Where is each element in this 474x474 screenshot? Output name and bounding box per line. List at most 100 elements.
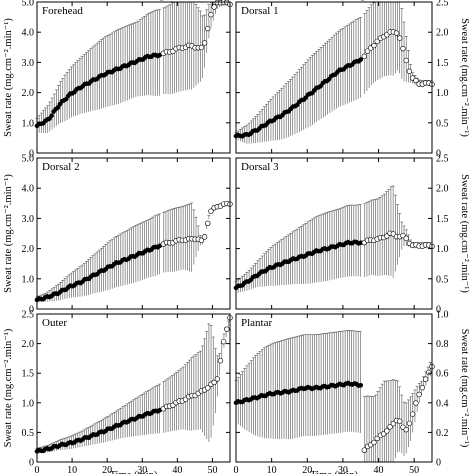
- x-tick-label: 10: [267, 465, 277, 474]
- y-tick-label: 2.0: [436, 184, 449, 195]
- open-data-point: [390, 420, 397, 427]
- panel-title: Outer: [42, 317, 67, 329]
- y-tick-label: 2.0: [22, 244, 35, 255]
- filled-data-point: [358, 382, 364, 388]
- open-data-point: [403, 426, 409, 433]
- open-data-point: [224, 326, 230, 332]
- panel-frame: [235, 157, 433, 310]
- open-data-point: [198, 237, 205, 244]
- panel-title: Dorsal 3: [241, 161, 279, 173]
- filled-points: [34, 243, 163, 303]
- open-data-point: [409, 411, 416, 417]
- panel-plantar: 00.20.40.60.81.00 10 20 30 40 50PlantarSweat …: [233, 0, 470, 474]
- open-data-point: [374, 435, 380, 442]
- y-tick-label: 0: [436, 458, 441, 469]
- y-tick-label: 1.0: [436, 88, 449, 99]
- x-tick-label: 40: [172, 465, 182, 474]
- filled-points: [233, 380, 364, 406]
- x-axis-label: Time (min): [110, 470, 158, 474]
- y-tick-label: 2.0: [22, 88, 35, 99]
- open-data-point: [361, 53, 367, 60]
- y-tick-label: 0: [436, 305, 441, 316]
- x-tick-label: 50: [409, 465, 419, 474]
- x-axis: [36, 2, 213, 153]
- y-axis-label: Sweat rate (mg.cm⁻².min⁻¹): [3, 18, 14, 137]
- y-tick-label: 0.4: [436, 398, 449, 409]
- x-axis-label: Time (min): [310, 470, 358, 474]
- panel-forehead: 0 1.0 2.0 3.0 4.0 5.0 Forehead Sweat rate (mg.c…: [3, 0, 233, 160]
- y-tick-label: 0.5: [436, 274, 449, 285]
- y-axis: 0 0.5 1.0 1.5 2.0 2.5: [236, 0, 449, 160]
- x-axis: 0 10 20 30 40 50: [234, 314, 419, 474]
- open-data-point: [371, 439, 377, 446]
- filled-data-point: [358, 57, 364, 62]
- open-data-point: [205, 385, 211, 391]
- open-data-point: [201, 40, 208, 46]
- y-tick-label: 4.0: [22, 28, 35, 39]
- x-axis: 0 10 20 30 40 50: [35, 314, 217, 474]
- open-data-point: [371, 42, 377, 49]
- open-data-point: [422, 376, 429, 382]
- filled-points: [34, 52, 163, 129]
- x-tick-label: 40: [374, 465, 384, 474]
- y-tick-label: 1.5: [22, 369, 35, 380]
- open-data-point: [208, 208, 214, 214]
- y-tick-label: 1.0: [436, 310, 449, 321]
- y-tick-label: 1.5: [436, 58, 449, 69]
- panel-dorsal-2: 0 1.0 2.0 3.0 4.0 5.0 Dorsal 2 Sweat rate (mg.c…: [3, 0, 233, 316]
- y-tick-label: 3.0: [22, 58, 35, 69]
- y-tick-label: 2.0: [22, 339, 35, 350]
- y-axis: 0 0.5 1.0 1.5 2.0 2.5: [22, 310, 230, 469]
- y-tick-label: 1.0: [22, 118, 35, 129]
- open-data-point: [413, 400, 419, 406]
- y-tick-label: 0: [29, 305, 34, 316]
- y-tick-label: 0: [436, 149, 441, 160]
- y-tick-label: 0.5: [22, 428, 35, 439]
- error-bars: [234, 0, 432, 144]
- panel-title: Dorsal 2: [42, 161, 80, 173]
- open-data-point: [416, 391, 422, 398]
- y-tick-label: 0.6: [436, 369, 449, 380]
- y-tick-label: 0: [29, 458, 34, 469]
- open-data-point: [205, 220, 211, 227]
- open-data-point: [201, 234, 208, 240]
- panel-dorsal-3: 0 0.5 1.0 1.5 2.0 2.5 Dorsal 3 Sweat rate (mg.c…: [233, 0, 470, 316]
- y-axis: 0 0.2 0.4 0.6 0.8 1.0: [236, 310, 449, 469]
- open-data-point: [208, 11, 214, 18]
- x-tick-label: 0: [234, 465, 239, 474]
- y-tick-label: 5.0: [22, 154, 35, 165]
- panel-frame: [36, 157, 231, 310]
- y-tick-label: 4.0: [22, 184, 35, 195]
- open-data-point: [413, 77, 419, 84]
- open-data-point: [361, 447, 367, 453]
- x-tick-label: 30: [338, 465, 348, 474]
- y-tick-label: 0: [29, 149, 34, 160]
- open-points: [361, 363, 435, 453]
- x-axis: [36, 158, 213, 309]
- open-data-point: [400, 45, 406, 52]
- open-data-point: [419, 384, 426, 391]
- open-data-point: [403, 235, 409, 242]
- y-tick-label: 0.8: [436, 339, 449, 350]
- open-data-point: [387, 424, 393, 430]
- y-axis-label: Sweat rate (mg.cm⁻².min⁻¹): [459, 329, 470, 448]
- x-tick-label: 50: [207, 465, 217, 474]
- x-tick-label: 20: [102, 465, 112, 474]
- open-points: [160, 200, 233, 247]
- panel-title: Forehead: [42, 5, 83, 17]
- y-tick-label: 2.5: [436, 0, 449, 9]
- filled-data-point: [55, 105, 61, 110]
- y-tick-label: 1.0: [22, 398, 35, 409]
- open-data-point: [364, 48, 371, 54]
- open-data-point: [406, 420, 413, 427]
- panel-frame: [235, 313, 433, 463]
- y-axis-label: Sweat rate (mg.cm⁻².min⁻¹): [459, 174, 470, 293]
- y-axis-label: Sweat rate (mg.cm⁻².min⁻¹): [3, 328, 14, 447]
- error-bars: [35, 0, 230, 134]
- filled-points: [233, 239, 364, 291]
- x-tick-label: 10: [67, 465, 77, 474]
- open-data-point: [406, 68, 413, 75]
- y-tick-label: 2.5: [436, 154, 449, 165]
